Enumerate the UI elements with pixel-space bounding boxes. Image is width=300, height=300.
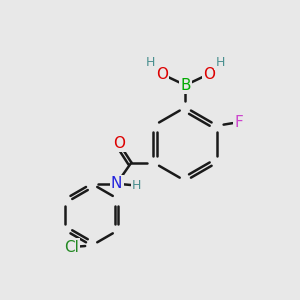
Text: H: H	[146, 56, 155, 69]
Text: N: N	[111, 176, 122, 191]
Text: O: O	[203, 67, 215, 82]
Text: B: B	[180, 78, 190, 93]
Text: O: O	[156, 67, 168, 82]
Text: F: F	[234, 115, 243, 130]
Text: H: H	[132, 179, 141, 192]
Text: O: O	[113, 136, 125, 151]
Text: Cl: Cl	[64, 239, 79, 254]
Text: H: H	[215, 56, 225, 69]
